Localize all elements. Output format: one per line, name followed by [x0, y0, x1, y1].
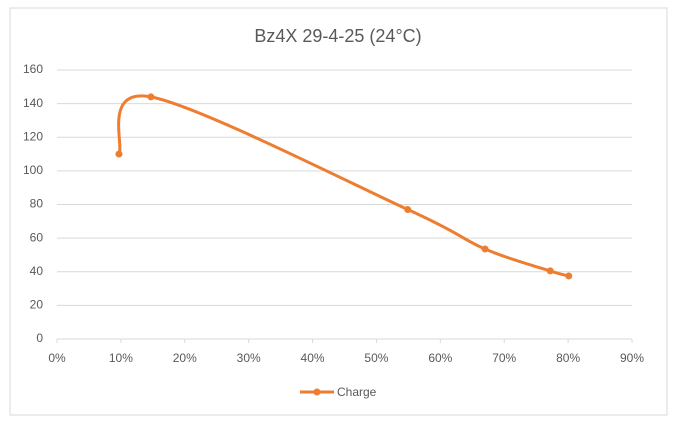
marker [481, 245, 489, 253]
marker [147, 93, 155, 101]
x-tick-label: 80% [556, 351, 580, 365]
x-tick-label: 40% [301, 351, 325, 365]
x-tick-label: 0% [48, 351, 66, 365]
y-tick-label: 160 [23, 62, 43, 76]
x-tick-label: 30% [237, 351, 261, 365]
marker [115, 150, 123, 158]
y-tick-label: 20 [30, 298, 44, 312]
chart-area [9, 7, 668, 416]
marker [565, 272, 573, 280]
chart-title: Bz4X 29-4-25 (24°C) [254, 26, 421, 46]
y-tick-label: 0 [36, 331, 43, 345]
y-tick-label: 60 [30, 230, 44, 244]
y-tick-label: 80 [30, 197, 44, 211]
x-tick-label: 60% [428, 351, 452, 365]
legend-label: Charge [337, 385, 377, 399]
y-tick-label: 40 [30, 264, 44, 278]
marker [546, 267, 554, 275]
y-tick-label: 100 [23, 163, 43, 177]
x-tick-label: 50% [364, 351, 388, 365]
x-tick-label: 10% [109, 351, 133, 365]
marker [404, 206, 412, 214]
y-tick-label: 120 [23, 129, 43, 143]
legend-marker [313, 388, 321, 396]
x-tick-label: 20% [173, 351, 197, 365]
x-tick-label: 70% [492, 351, 516, 365]
y-tick-label: 140 [23, 96, 43, 110]
x-tick-label: 90% [620, 351, 644, 365]
